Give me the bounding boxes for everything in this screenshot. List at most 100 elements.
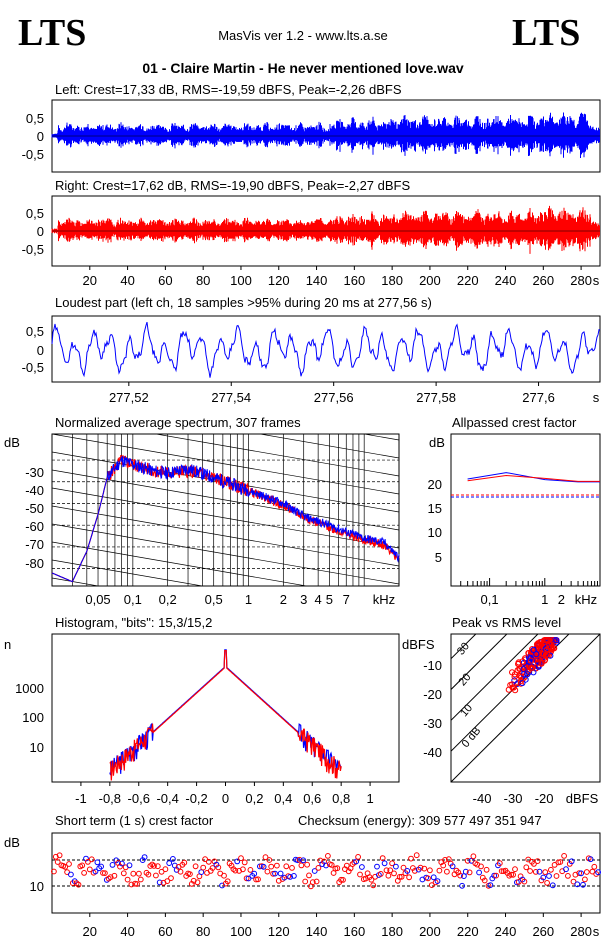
crest-point	[393, 863, 399, 870]
crest-point	[62, 864, 69, 870]
spectrum-panel: Normalized average spectrum, 307 frames …	[4, 415, 400, 607]
crest-point	[224, 878, 231, 885]
crest-point	[421, 865, 428, 872]
crest-point	[56, 852, 63, 859]
crest-point	[568, 858, 575, 865]
histogram-xtick: -0,2	[185, 791, 207, 806]
crest-frame	[51, 832, 601, 914]
crest-point	[264, 868, 271, 875]
x-tick-label: 280	[570, 924, 592, 939]
x-tick-label: 100	[230, 924, 252, 939]
crest-point	[141, 854, 148, 860]
crest-point	[209, 865, 216, 871]
x-tick-label: 277,54	[211, 390, 251, 405]
peak-rms-point	[518, 669, 525, 676]
spectrum-slope-line	[52, 469, 399, 531]
histogram-xtick: -0,6	[128, 791, 150, 806]
crest-point	[546, 873, 552, 879]
left-waveform	[51, 112, 600, 158]
crest-point	[300, 857, 307, 864]
crest-point	[536, 868, 543, 875]
crest-point	[381, 860, 388, 867]
crest-point	[385, 872, 392, 879]
crest-point	[487, 882, 494, 888]
histogram-xtick: 0,2	[245, 791, 263, 806]
crest-point	[549, 882, 556, 889]
peak-rms-point	[543, 646, 551, 653]
crest-point	[200, 864, 207, 871]
crest-point	[168, 875, 174, 881]
x-tick-label: 60	[158, 273, 172, 288]
crest-points	[51, 852, 601, 890]
peak-rms-diagonal	[451, 634, 539, 722]
crest-point	[481, 877, 488, 884]
crest-point	[158, 868, 165, 875]
crest-point	[521, 878, 528, 885]
crest-point	[54, 859, 61, 865]
crest-point	[359, 864, 365, 870]
crest-point	[591, 863, 598, 870]
crest-point	[66, 861, 72, 867]
histogram-x-axis: -1 -0,8 -0,6 -0,4 -0,2 0 0,2 0,4 0,6 0,8 1	[75, 782, 374, 806]
crest-point	[79, 862, 86, 869]
crest-point	[436, 867, 443, 874]
loudest-ytick: 0,5	[26, 324, 44, 339]
spectrum-left-line	[51, 455, 400, 583]
allpass-ylabel: dB	[429, 435, 445, 450]
crest-point	[587, 856, 594, 863]
crest-point	[315, 865, 322, 871]
crest-point	[557, 859, 564, 865]
peak-rms-xtick: -30	[504, 791, 523, 806]
histogram-title: Histogram, "bits": 15,3/15,2	[55, 615, 212, 630]
allpass-xtick: 2	[558, 592, 565, 607]
spectrum-slope-line	[52, 523, 399, 585]
allpass-xtick: 1	[541, 592, 548, 607]
spectrum-xtick: 1	[245, 592, 252, 607]
peak-rms-diagonal	[451, 634, 508, 691]
x-tick-label: 80	[196, 924, 210, 939]
peak-rms-diag-label: 30	[455, 640, 472, 657]
crest-point	[508, 871, 515, 878]
crest-point	[338, 876, 345, 883]
spectrum-slope-line	[362, 434, 399, 441]
histogram-panel: Histogram, "bits": 15,3/15,2 n 1000 100 …	[4, 615, 400, 806]
crest-point	[268, 863, 275, 870]
loudest-part-panel: Loudest part (left ch, 18 samples >95% d…	[22, 295, 601, 405]
crest-point	[574, 881, 581, 888]
crest-point	[287, 874, 294, 880]
peak-rms-xunit: dBFS	[566, 791, 599, 806]
allpass-xtick: 0,1	[481, 592, 499, 607]
spectrum-grid	[52, 434, 399, 586]
crest-point	[306, 872, 312, 879]
peak-rms-xtick: -20	[535, 791, 554, 806]
spectrum-freq-axis: 0,05 0,1 0,2 0,5 1 2 3 4 5 7 kHz	[85, 592, 395, 607]
histogram-ytick: 100	[22, 710, 44, 725]
crest-point	[154, 863, 161, 870]
peak-rms-point	[511, 673, 518, 680]
crest-point	[328, 862, 335, 868]
crest-point	[202, 856, 209, 863]
peak-rms-point	[534, 659, 542, 666]
x-tick-label: 220	[457, 273, 479, 288]
crest-point	[374, 863, 380, 870]
right-wave-title: Right: Crest=17,62 dB, RMS=-19,90 dBFS, …	[55, 178, 410, 193]
crest-point	[281, 874, 288, 881]
crest-point	[98, 863, 104, 870]
crest-point	[493, 872, 500, 879]
crest-point	[136, 870, 142, 877]
crest-point	[145, 871, 152, 878]
crest-point	[298, 862, 305, 869]
file-title: 01 - Claire Martin - He never mentioned …	[142, 60, 464, 76]
x-tick-label: 20	[83, 273, 97, 288]
histogram-xtick: -0,4	[156, 791, 178, 806]
histogram-left-line	[109, 649, 342, 776]
right-ytick: 0	[37, 224, 44, 239]
spectrum-slope-line	[52, 434, 399, 495]
crest-point	[243, 875, 250, 882]
crest-point	[389, 860, 396, 867]
histogram-frame	[51, 633, 400, 783]
peak-rms-point	[519, 658, 526, 665]
wave-time-axis: 20 40 60 80 100 120 140 160 180 200 220 240 260 280 s	[83, 266, 600, 288]
left-ytick: 0,5	[26, 111, 44, 126]
